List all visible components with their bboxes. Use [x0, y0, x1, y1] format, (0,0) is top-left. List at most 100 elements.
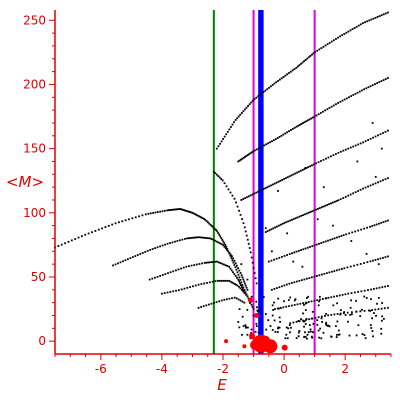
data-point [316, 49, 319, 52]
data-point [197, 236, 200, 239]
data-point [372, 183, 374, 186]
data-point [238, 276, 241, 279]
data-point [246, 333, 249, 336]
data-point [250, 151, 253, 154]
data-point [124, 219, 127, 222]
data-point [318, 207, 321, 209]
data-point [219, 242, 221, 245]
data-point [221, 262, 224, 265]
data-point [296, 303, 299, 306]
data-point [239, 282, 241, 285]
data-point [290, 282, 293, 284]
data-point [340, 268, 343, 270]
data-point [270, 250, 273, 253]
data-point [233, 259, 236, 262]
data-point [268, 86, 270, 89]
data-point [205, 220, 208, 222]
data-point [275, 181, 278, 184]
data-point [341, 34, 344, 37]
data-point [330, 270, 333, 273]
data-point [357, 290, 360, 293]
data-point [250, 256, 253, 259]
data-point [211, 280, 214, 283]
data-point [296, 171, 299, 174]
data-point [290, 174, 293, 177]
data-point [255, 148, 258, 151]
data-point [308, 324, 311, 327]
data-point [302, 312, 304, 315]
data-point [238, 209, 240, 212]
data-point [259, 93, 261, 96]
data-point [347, 292, 350, 295]
data-point [175, 289, 177, 292]
data-point [303, 278, 306, 281]
y-tick-label: 100 [23, 206, 46, 220]
data-point [342, 234, 345, 237]
data-point [101, 227, 103, 230]
data-point [209, 237, 212, 240]
data-point [247, 242, 250, 245]
data-point [353, 27, 356, 29]
data-point [324, 109, 327, 112]
data-point [256, 309, 259, 312]
data-point [149, 248, 152, 251]
data-point [147, 212, 150, 215]
data-point [318, 274, 321, 277]
data-point [114, 222, 117, 225]
data-point [304, 166, 307, 169]
data-point [315, 162, 317, 165]
data-point [213, 302, 215, 304]
data-point [222, 263, 225, 266]
data-point [288, 72, 290, 74]
data-point [326, 108, 329, 111]
data-point [238, 285, 240, 288]
data-point [305, 318, 307, 321]
data-point [377, 296, 380, 299]
data-point [183, 287, 186, 290]
data-point [262, 296, 265, 298]
data-point [350, 292, 353, 294]
data-point [363, 262, 365, 264]
data-point [309, 328, 312, 331]
data-point [316, 319, 319, 322]
data-point [380, 14, 383, 17]
data-point [219, 142, 221, 145]
data-point [240, 199, 243, 201]
data-point [239, 272, 242, 274]
data-point [257, 331, 260, 334]
data-point [283, 222, 286, 224]
data-point [225, 245, 228, 248]
data-point [366, 20, 369, 23]
data-point [345, 31, 348, 34]
data-point [275, 81, 278, 84]
data-point [285, 333, 288, 336]
data-point [286, 176, 289, 179]
data-point [114, 263, 117, 266]
data-point [315, 208, 317, 211]
data-point [283, 300, 285, 303]
data-point [250, 101, 253, 104]
data-point [218, 279, 221, 282]
data-point [380, 319, 383, 322]
data-point [387, 77, 389, 79]
data-point [387, 11, 389, 14]
data-point [326, 204, 329, 206]
y-tick-label: 200 [23, 77, 46, 91]
data-point [233, 296, 236, 299]
data-point [235, 264, 238, 267]
data-point [57, 245, 60, 247]
data-point [146, 249, 149, 252]
data-point [185, 209, 188, 212]
data-point [237, 267, 240, 270]
data-point [178, 208, 181, 210]
data-point [237, 273, 240, 276]
data-point [329, 238, 332, 241]
data-point [298, 329, 301, 332]
data-point [246, 288, 249, 291]
data-point [234, 274, 237, 277]
data-point [364, 140, 367, 143]
data-point [333, 200, 336, 203]
data-point [358, 90, 361, 93]
data-point [300, 249, 302, 251]
data-point [357, 190, 360, 192]
